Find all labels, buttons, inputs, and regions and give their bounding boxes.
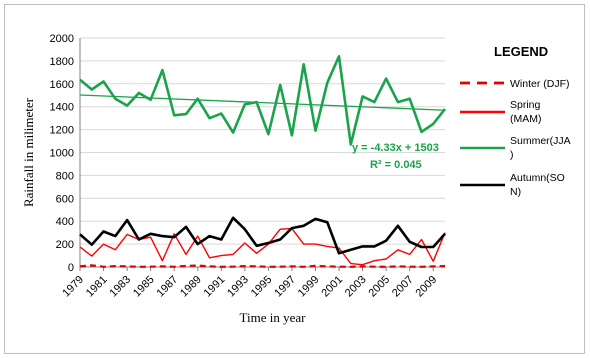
x-tick-label: 1983 <box>107 274 133 300</box>
legend-label: Winter (DJF) <box>510 78 570 90</box>
x-tick-label: 2009 <box>414 274 440 300</box>
x-tick-label: 1985 <box>131 274 157 300</box>
x-tick-label: 1999 <box>296 274 322 300</box>
legend-label: ) <box>510 149 514 161</box>
trendline-r2: R² = 0.045 <box>370 159 422 171</box>
x-tick-label: 1981 <box>84 274 110 300</box>
y-tick-label: 1400 <box>50 102 74 114</box>
x-tick-label: 2005 <box>366 274 392 300</box>
legend-label: N) <box>510 186 521 198</box>
y-tick-label: 2000 <box>50 33 74 45</box>
y-tick-label: 1200 <box>50 125 74 137</box>
x-tick-label: 1993 <box>225 274 251 300</box>
x-tick-label: 2001 <box>319 274 345 300</box>
y-tick-label: 1800 <box>50 56 74 68</box>
x-tick-label: 2007 <box>390 274 416 300</box>
legend-label: Autumn(SO <box>510 172 565 184</box>
chart-frame <box>4 4 585 354</box>
summer-trendline <box>79 94 446 111</box>
y-tick-label: 800 <box>56 170 74 182</box>
legend-label: Spring <box>510 99 541 111</box>
x-tick-label: 1997 <box>272 274 298 300</box>
series-line-autumn-son <box>79 216 446 255</box>
y-axis-title: Rainfall in milimeter <box>21 97 36 207</box>
y-tick-label: 200 <box>56 239 74 251</box>
x-tick-label: 1995 <box>249 274 275 300</box>
series-line-summer-jja <box>79 54 447 146</box>
y-tick-label: 1000 <box>50 148 74 160</box>
legend-title: LEGEND <box>494 44 548 59</box>
x-tick-label: 1987 <box>155 274 181 300</box>
y-tick-label: 600 <box>56 193 74 205</box>
y-tick-label: 0 <box>68 262 74 274</box>
x-tick-label: 1991 <box>202 274 228 300</box>
y-tick-label: 400 <box>56 216 74 228</box>
x-tick-label: 1979 <box>60 274 86 300</box>
x-axis-title: Time in year <box>240 310 307 325</box>
x-tick-label: 2003 <box>343 274 369 300</box>
trendline-equation: y = -4.33x + 1503 <box>352 142 439 154</box>
legend-label: Summer(JJA <box>510 135 571 147</box>
legend-label: (MAM) <box>510 113 542 125</box>
series-line-winter-djf <box>79 264 446 268</box>
x-tick-label: 1989 <box>178 274 204 300</box>
y-tick-label: 1600 <box>50 79 74 91</box>
